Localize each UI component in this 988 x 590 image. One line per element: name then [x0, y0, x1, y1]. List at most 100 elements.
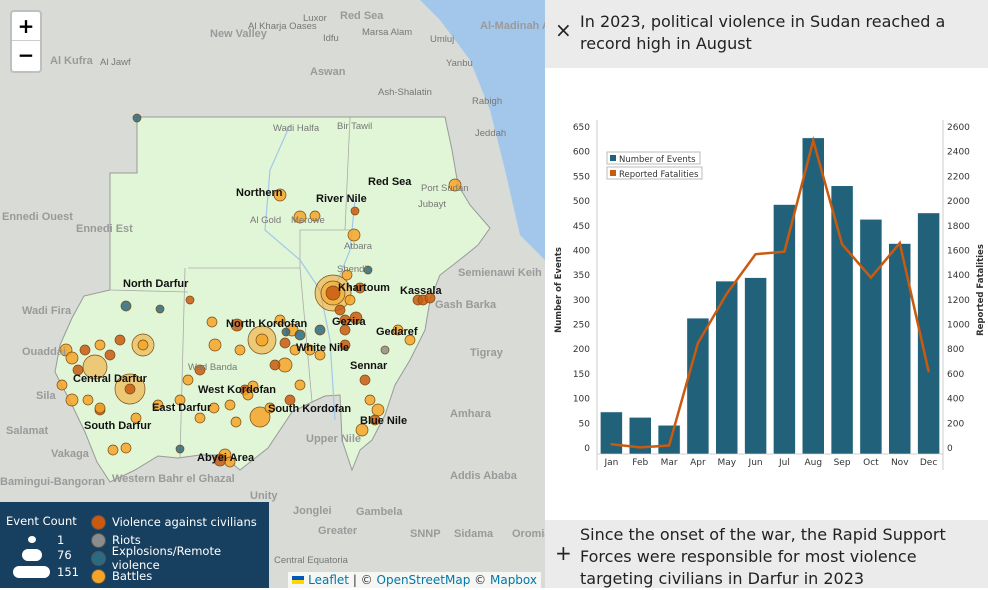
event-marker-battles — [247, 380, 259, 392]
place-label: Sidama — [454, 528, 494, 540]
event-marker-battles — [294, 379, 306, 391]
event-marker-riots — [380, 345, 390, 355]
event-marker-battles — [309, 210, 321, 222]
osm-link[interactable]: OpenStreetMap — [376, 573, 471, 587]
place-label: West Kordofan — [198, 384, 277, 396]
state-borders — [109, 116, 351, 459]
event-marker-battles — [174, 394, 186, 406]
legend-item-explosions: Explosions/Remote violence — [91, 544, 269, 572]
zoom-control: + − — [10, 10, 42, 73]
place-label: Khartoum — [338, 282, 390, 294]
place-label: Gedaref — [376, 326, 418, 338]
event-marker-violence-against-civilians — [354, 282, 366, 294]
event-marker-battles — [242, 389, 254, 401]
event-marker-explosions — [120, 300, 132, 312]
map[interactable]: New Valley Al Kufra Al Jawf Luxor Red Sea Al … — [0, 0, 545, 588]
place-label: Aswan — [310, 66, 346, 78]
bar-feb — [629, 417, 652, 455]
section-header-top[interactable]: × In 2023, political violence in Sudan r… — [545, 0, 988, 68]
right-tick-label: 1400 — [947, 271, 970, 281]
section-header-bottom[interactable]: + Since the onset of the war, the Rapid … — [545, 520, 988, 588]
event-marker-violence-against-civilians — [334, 304, 346, 316]
place-label: Atbara — [344, 241, 372, 252]
event-marker-battles — [94, 339, 106, 351]
event-marker-battles — [347, 228, 361, 242]
place-label: Upper Nile — [306, 433, 362, 445]
legend-item-violence: Violence against civilians — [91, 513, 257, 531]
place-label: Rabigh — [472, 96, 503, 107]
right-axis-title: Reported Fatalities — [976, 244, 986, 336]
place-label: Jeddah — [475, 128, 507, 139]
place-label: Western Bahr el Ghazal — [112, 473, 235, 485]
event-marker-battles — [208, 338, 222, 352]
red-sea — [390, 0, 545, 260]
x-tick-label: Feb — [632, 458, 648, 468]
x-tick-label: Dec — [920, 458, 937, 468]
event-marker-battles — [314, 349, 326, 361]
story-panel: × In 2023, political violence in Sudan r… — [545, 0, 988, 588]
right-tick-label: 200 — [947, 419, 964, 429]
left-tick-label: 100 — [573, 395, 590, 405]
place-label: Al-Madinah Al Monawara — [480, 20, 545, 32]
event-marker-battles — [224, 456, 236, 468]
left-tick-label: 600 — [573, 148, 590, 158]
zoom-in-button[interactable]: + — [12, 12, 40, 41]
bar-sep — [830, 185, 854, 455]
x-tick-label: Jun — [748, 458, 763, 468]
event-marker-battles — [230, 416, 242, 428]
map-canvas[interactable] — [0, 0, 545, 588]
place-label: Luxor — [303, 13, 327, 24]
event-marker-battles — [152, 399, 164, 411]
event-marker-battles — [130, 412, 142, 424]
event-marker-battles — [364, 394, 376, 406]
mapbox-link[interactable]: Mapbox — [489, 573, 537, 587]
event-marker-battles — [274, 314, 286, 326]
left-tick-label: 450 — [573, 222, 590, 232]
dot-icon — [91, 514, 106, 530]
legend-label-fatalities: Reported Fatalities — [619, 170, 699, 180]
event-marker-violence-against-civilians — [424, 292, 436, 304]
close-icon[interactable]: × — [555, 18, 572, 42]
bar-oct — [859, 219, 883, 455]
fatalities-point-oct — [869, 276, 872, 279]
event-marker-battles — [56, 379, 68, 391]
left-axis-title: Number of Events — [554, 247, 564, 333]
place-label: North Kordofan — [226, 318, 308, 330]
event-marker-battles — [404, 334, 416, 346]
event-marker-battles — [194, 412, 206, 424]
dot-icon — [91, 568, 106, 584]
place-label: Jubayt — [418, 199, 446, 210]
place-label: Marsa Alam — [362, 27, 413, 38]
event-marker-battles — [344, 294, 356, 306]
leaflet-link[interactable]: Leaflet — [308, 573, 349, 587]
size-label: 1 — [57, 533, 65, 547]
event-marker-battles — [234, 344, 246, 356]
place-label: Red Sea — [368, 176, 412, 188]
place-label: Shendi — [337, 264, 367, 275]
event-marker-explosions — [281, 327, 291, 337]
size-label: 151 — [57, 565, 79, 579]
place-label: Bamingui-Bangoran — [0, 476, 106, 488]
left-tick-label: 150 — [573, 370, 590, 380]
bar-aug — [802, 137, 825, 455]
event-marker-battles — [182, 374, 194, 386]
event-marker-explosions — [155, 304, 165, 314]
zoom-out-button[interactable]: − — [17, 43, 35, 67]
left-tick-label: 50 — [579, 419, 591, 429]
x-tick-label: Apr — [690, 458, 706, 468]
event-marker-battles — [448, 178, 462, 192]
right-tick-label: 1200 — [947, 296, 970, 306]
fatalities-point-jan — [610, 443, 613, 446]
event-marker-battles — [355, 423, 369, 437]
expand-plus-icon[interactable]: + — [555, 541, 572, 565]
fatalities-point-mar — [668, 444, 671, 447]
size-symbol-medium — [22, 549, 42, 561]
event-marker-battles — [392, 324, 404, 336]
event-marker-battles — [224, 399, 236, 411]
legend-swatch-events — [610, 155, 616, 161]
fatalities-point-may — [725, 292, 728, 295]
event-marker-violence-against-civilians — [185, 295, 195, 305]
legend-item-battles: Battles — [91, 567, 152, 585]
event-marker-battles — [273, 188, 287, 202]
legend-label: Battles — [112, 569, 153, 583]
